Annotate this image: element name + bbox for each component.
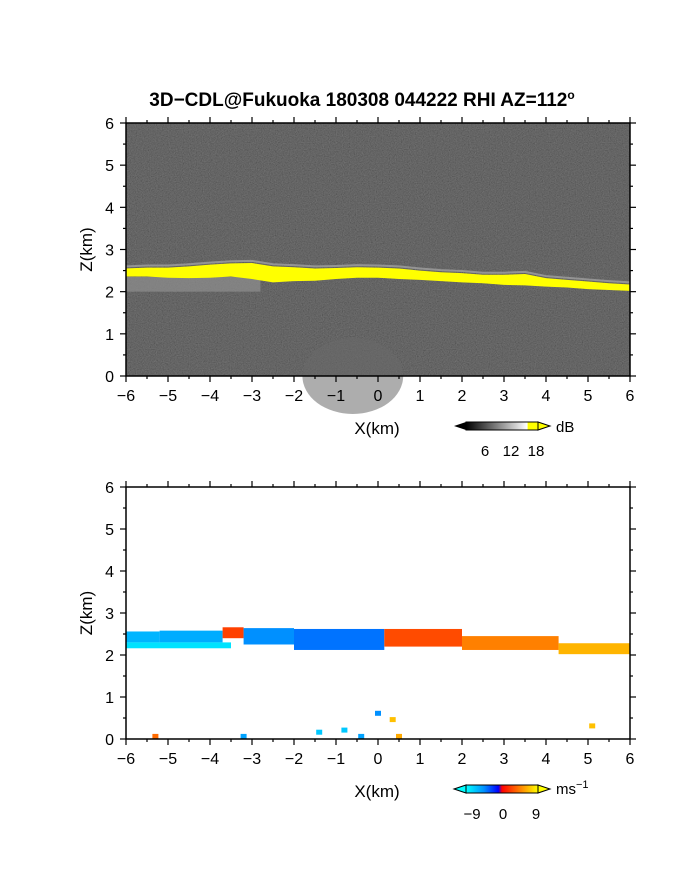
velocity-colorbar-left-triangle <box>452 784 467 794</box>
velocity-echo-marks <box>126 627 630 739</box>
x-tick-label: 5 <box>584 388 593 405</box>
x-tick-label: −6 <box>117 388 135 405</box>
velocity-y-axis-label: Z(km) <box>77 591 96 635</box>
y-tick-label: 1 <box>105 327 114 344</box>
velocity-point <box>396 733 402 739</box>
velocity-segment <box>126 642 231 649</box>
x-tick-label: 2 <box>458 388 467 405</box>
x-tick-label: −4 <box>201 751 219 768</box>
weak-echo-region <box>126 276 261 292</box>
snr-colorbar-unit: dB <box>556 419 574 436</box>
snr-colorbar-bar <box>465 421 539 431</box>
x-tick-label: 6 <box>626 751 635 768</box>
x-tick-label: −3 <box>243 388 261 405</box>
snr-colorbar-tick-6: 6 <box>481 443 489 460</box>
velocity-point <box>341 727 348 733</box>
snr-x-axis-label: X(km) <box>354 419 399 438</box>
y-tick-label: 6 <box>105 116 114 133</box>
x-tick-label: 4 <box>542 388 551 405</box>
velocity-point <box>358 733 365 739</box>
x-tick-label: −1 <box>327 388 345 405</box>
velocity-colorbar-tick-neg9: −9 <box>463 806 480 823</box>
velocity-point <box>316 729 323 735</box>
x-tick-label: 0 <box>374 751 383 768</box>
velocity-segment <box>159 630 223 643</box>
velocity-colorbar-bar <box>465 784 539 794</box>
x-tick-label: 6 <box>626 388 635 405</box>
velocity-panel: −6 −5 −4 −3 −2 −1 0 1 2 3 4 5 6 0 1 2 3 4 5 6 X(km) Z(km) m… <box>77 480 636 823</box>
snr-colorbar-left-triangle <box>454 422 466 430</box>
velocity-point <box>389 717 396 723</box>
velocity-segment <box>222 627 244 639</box>
y-tick-label: 2 <box>105 648 114 665</box>
y-tick-label: 3 <box>105 606 114 623</box>
chart-title: 3D−CDL@Fukuoka 180308 044222 RHI AZ=112o <box>149 88 574 111</box>
snr-y-axis-label: Z(km) <box>77 227 96 271</box>
x-tick-label: 0 <box>374 388 383 405</box>
x-tick-label: 3 <box>500 751 509 768</box>
x-tick-label: −2 <box>285 388 303 405</box>
x-tick-label: 5 <box>584 751 593 768</box>
velocity-colorbar-tick-0: 0 <box>499 806 507 823</box>
snr-layer-top-edge <box>125 259 631 284</box>
x-tick-label: −3 <box>243 751 261 768</box>
velocity-point <box>240 733 247 739</box>
y-tick-label: 2 <box>105 285 114 302</box>
x-tick-label: −1 <box>327 751 345 768</box>
x-tick-label: 1 <box>416 388 425 405</box>
velocity-segment <box>462 636 559 650</box>
x-tick-label: 1 <box>416 751 425 768</box>
velocity-colorbar-tick-9: 9 <box>532 806 540 823</box>
snr-layer <box>126 262 630 291</box>
velocity-segment <box>294 628 385 650</box>
y-tick-label: 0 <box>105 732 114 749</box>
y-tick-label: 5 <box>105 158 114 175</box>
snr-colorbar: dB 6 12 18 <box>454 419 574 460</box>
velocity-plot-background <box>126 487 630 739</box>
velocity-axes: −6 −5 −4 −3 −2 −1 0 1 2 3 4 5 6 0 1 2 3 4 5 6 <box>105 480 636 768</box>
velocity-segment <box>243 628 294 645</box>
x-tick-label: −5 <box>159 751 177 768</box>
velocity-x-axis-label: X(km) <box>354 782 399 801</box>
y-tick-label: 4 <box>105 564 114 581</box>
velocity-segment <box>384 628 462 647</box>
y-tick-label: 3 <box>105 243 114 260</box>
y-tick-label: 4 <box>105 200 114 217</box>
snr-colorbar-tick-12: 12 <box>503 443 520 460</box>
velocity-colorbar: ms−1 −9 0 9 <box>452 779 589 823</box>
velocity-colorbar-right-triangle <box>537 784 552 794</box>
velocity-colorbar-unit: ms−1 <box>556 779 589 798</box>
y-tick-label: 6 <box>105 480 114 497</box>
x-tick-label: 4 <box>542 751 551 768</box>
x-tick-label: 3 <box>500 388 509 405</box>
snr-colorbar-right-triangle <box>537 421 552 431</box>
velocity-segment <box>558 643 630 655</box>
snr-noise-texture <box>126 123 630 376</box>
x-tick-label: −6 <box>117 751 135 768</box>
title-degree-superscript: o <box>567 88 574 102</box>
velocity-segment <box>126 631 160 643</box>
x-tick-label: 2 <box>458 751 467 768</box>
velocity-point <box>589 723 596 729</box>
velocity-point <box>152 733 159 739</box>
snr-colorbar-tick-18: 18 <box>528 443 545 460</box>
y-tick-label: 0 <box>105 369 114 386</box>
snr-panel: 3D−CDL@Fukuoka 180308 044222 RHI AZ=112o… <box>77 88 636 460</box>
x-tick-label: −4 <box>201 388 219 405</box>
snr-axes: −6 −5 −4 −3 −2 −1 0 1 2 3 4 5 6 0 1 2 3 4 5 6 <box>105 116 636 405</box>
x-tick-label: −5 <box>159 388 177 405</box>
velocity-point <box>375 710 381 716</box>
y-tick-label: 1 <box>105 690 114 707</box>
x-tick-label: −2 <box>285 751 303 768</box>
y-tick-label: 5 <box>105 522 114 539</box>
